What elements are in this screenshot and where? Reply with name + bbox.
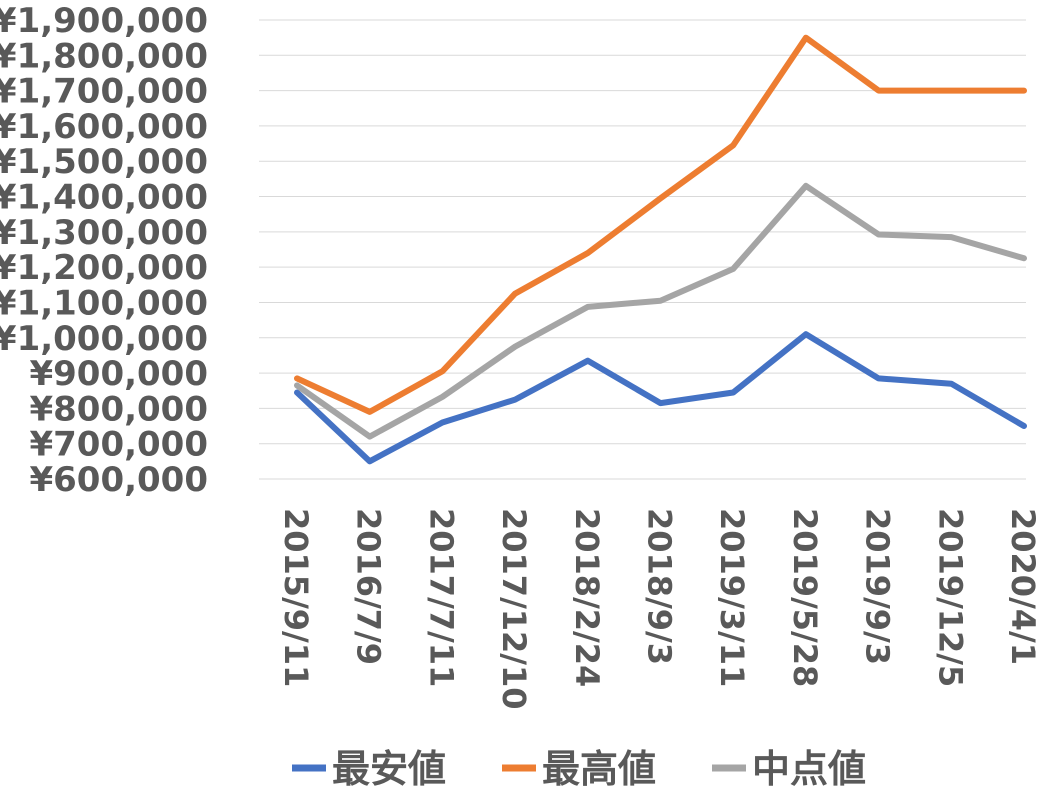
y-tick-label: ¥1,200,000 xyxy=(0,248,208,288)
series-line-3 xyxy=(294,182,1027,440)
y-tick-label: ¥1,800,000 xyxy=(0,36,208,76)
y-tick-label: ¥1,000,000 xyxy=(0,319,208,359)
series-line-2 xyxy=(294,34,1027,415)
x-axis-ticks: 2015/9/11 2016/7/9 2017/7/11 2017/12/10 2018… xyxy=(277,508,1042,710)
x-tick-label: 2018/2/24 xyxy=(568,508,606,687)
y-tick-label: ¥1,900,000 xyxy=(0,1,208,41)
y-tick-label: ¥1,400,000 xyxy=(0,178,208,218)
x-tick-label: 2019/9/3 xyxy=(859,508,897,665)
legend: 最安値 最高値 中点値 xyxy=(292,747,866,791)
x-tick-label: 2017/12/10 xyxy=(495,508,533,710)
y-tick-label: ¥800,000 xyxy=(29,389,208,429)
x-tick-label: 2019/5/28 xyxy=(786,508,824,687)
legend-label: 中点値 xyxy=(752,747,866,791)
y-tick-label: ¥1,700,000 xyxy=(0,72,208,112)
y-tick-label: ¥1,500,000 xyxy=(0,142,208,182)
y-tick-label: ¥1,300,000 xyxy=(0,213,208,253)
y-tick-label: ¥900,000 xyxy=(29,354,208,394)
y-axis-ticks: ¥600,000¥700,000¥800,000¥900,000¥1,000,0… xyxy=(0,1,208,500)
legend-label: 最安値 xyxy=(332,747,446,791)
y-tick-label: ¥1,100,000 xyxy=(0,283,208,323)
x-tick-label: 2020/4/1 xyxy=(1004,508,1042,665)
x-tick-label: 2016/7/9 xyxy=(350,508,388,665)
y-tick-label: ¥1,600,000 xyxy=(0,107,208,147)
series-lines xyxy=(294,34,1027,465)
x-tick-label: 2018/9/3 xyxy=(641,508,679,665)
series-line-1 xyxy=(294,331,1027,465)
x-tick-label: 2017/7/11 xyxy=(422,508,460,687)
legend-label: 最高値 xyxy=(542,747,656,791)
x-tick-label: 2015/9/11 xyxy=(277,508,315,687)
y-tick-label: ¥700,000 xyxy=(29,425,208,465)
x-tick-label: 2019/3/11 xyxy=(713,508,751,687)
y-tick-label: ¥600,000 xyxy=(29,460,208,500)
x-tick-label: 2019/12/5 xyxy=(931,508,969,687)
